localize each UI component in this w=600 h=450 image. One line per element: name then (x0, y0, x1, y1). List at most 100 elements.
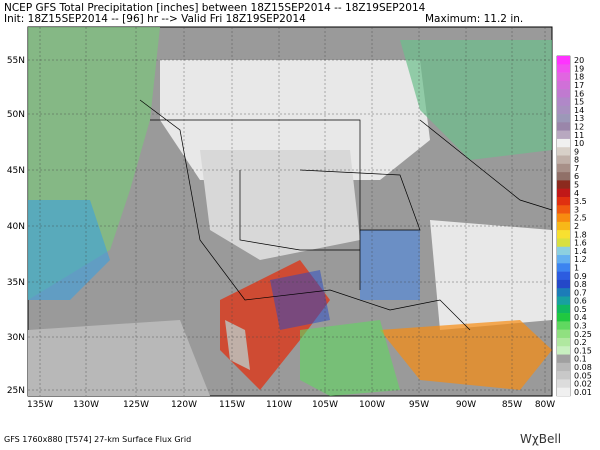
colorbar-swatch (557, 114, 570, 123)
longitude-label: 100W (359, 400, 385, 410)
colorbar-label: 1.2 (574, 255, 587, 264)
colorbar-label: 0.15 (574, 346, 592, 355)
colorbar-label: 15 (574, 98, 584, 107)
colorbar-swatch (557, 122, 570, 131)
colorbar-swatch (557, 337, 570, 347)
colorbar-label: 3 (574, 205, 579, 214)
colorbar-swatch (557, 89, 570, 98)
colorbar-label: 0.02 (574, 380, 592, 389)
colorbar-swatch (557, 97, 570, 107)
colorbar-swatch (557, 246, 570, 256)
latitude-label: 40N (7, 222, 25, 232)
colorbar-swatch (557, 213, 570, 223)
colorbar-swatch (557, 172, 570, 181)
colorbar-label: 1.8 (574, 230, 587, 239)
longitude-label: 85W (502, 400, 522, 410)
colorbar-swatch (557, 64, 570, 73)
colorbar-label: 0.6 (574, 297, 587, 306)
colorbar-label: 0.1 (574, 355, 587, 364)
longitude-label: 110W (266, 400, 292, 410)
colorbar-swatch (557, 230, 570, 239)
colorbar-swatch (557, 263, 570, 272)
longitude-label: 95W (409, 400, 429, 410)
colorbar-swatch (557, 138, 570, 148)
colorbar-label: 2.5 (574, 214, 587, 223)
colorbar-swatch (557, 255, 570, 264)
colorbar-label: 1 (574, 263, 579, 272)
colorbar-swatch (557, 163, 570, 173)
longitude-label: 80W (535, 400, 555, 410)
longitude-label: 135W (27, 400, 53, 410)
colorbar-label: 1.4 (574, 247, 587, 256)
colorbar-label: 20 (574, 56, 584, 65)
colorbar-label: 18 (574, 73, 584, 82)
latitude-label: 25N (7, 386, 25, 396)
colorbar-label: 10 (574, 139, 584, 148)
colorbar-label: 7 (574, 164, 579, 173)
colorbar-label: 0.8 (574, 280, 587, 289)
colorbar-swatch (557, 329, 570, 339)
footer-logo: WχBell (520, 432, 561, 446)
colorbar-swatch (557, 279, 570, 289)
header-maximum: Maximum: 11.2 in. (425, 13, 523, 25)
longitude-label: 120W (171, 400, 197, 410)
colorbar-swatch (557, 147, 570, 156)
colorbar-label: 0.3 (574, 322, 587, 331)
colorbar-label: 14 (574, 106, 584, 115)
colorbar-swatch (557, 205, 570, 214)
colorbar-swatch (557, 130, 570, 140)
longitude-label: 130W (73, 400, 99, 410)
latitude-label: 55N (7, 56, 25, 66)
colorbar-swatch (557, 321, 570, 330)
latitude-label: 50N (7, 110, 25, 120)
latitude-label: 45N (7, 166, 25, 176)
longitude-label: 90W (456, 400, 476, 410)
colorbar-label: 0.7 (574, 288, 587, 297)
colorbar-swatch (557, 313, 570, 322)
header-title: NCEP GFS Total Precipitation [inches] be… (4, 2, 426, 14)
colorbar-swatch (557, 346, 570, 355)
colorbar-swatch (557, 288, 570, 297)
colorbar-label: 0.2 (574, 338, 587, 347)
graticule (28, 27, 552, 396)
longitude-label: 115W (219, 400, 245, 410)
colorbar-label: 5 (574, 181, 579, 190)
colorbar-swatch (557, 221, 570, 231)
colorbar-swatch (557, 387, 570, 397)
latitude-label: 30N (7, 333, 25, 343)
colorbar-label: 0.9 (574, 272, 587, 281)
colorbar-label: 9 (574, 147, 579, 156)
colorbar-swatch (557, 371, 570, 380)
colorbar-swatch (557, 155, 570, 165)
colorbar-label: 19 (574, 64, 584, 73)
colorbar-swatch (557, 196, 570, 206)
colorbar-label: 16 (574, 89, 584, 98)
colorbar-swatch (557, 72, 570, 82)
colorbar-label: 4 (574, 189, 579, 198)
colorbar-swatch (557, 105, 570, 115)
colorbar-swatch (557, 354, 570, 364)
colorbar-swatch (557, 271, 570, 281)
colorbar-label: 12 (574, 122, 584, 131)
map-area (27, 26, 553, 397)
colorbar-swatch (557, 304, 570, 314)
colorbar-label: 2 (574, 222, 579, 231)
colorbar-label: 13 (574, 114, 584, 123)
footer-grid: GFS 1760x880 [T574] 27-km Surface Flux G… (4, 435, 191, 444)
colorbar-label: 6 (574, 172, 579, 181)
colorbar-label: 0.5 (574, 305, 587, 314)
colorbar-label: 8 (574, 156, 579, 165)
colorbar-label: 17 (574, 81, 584, 90)
colorbar-swatch (557, 188, 570, 198)
colorbar-swatch (557, 379, 570, 389)
longitude-label: 105W (312, 400, 338, 410)
colorbar-label: 0.05 (574, 371, 592, 380)
colorbar-label: 11 (574, 131, 584, 140)
longitude-label: 125W (123, 400, 149, 410)
colorbar-label: 1.6 (574, 239, 587, 248)
header-init: Init: 18Z15SEP2014 -- [96] hr --> Valid … (4, 13, 306, 25)
colorbar-label: 0.4 (574, 313, 587, 322)
colorbar-swatch (557, 362, 570, 372)
